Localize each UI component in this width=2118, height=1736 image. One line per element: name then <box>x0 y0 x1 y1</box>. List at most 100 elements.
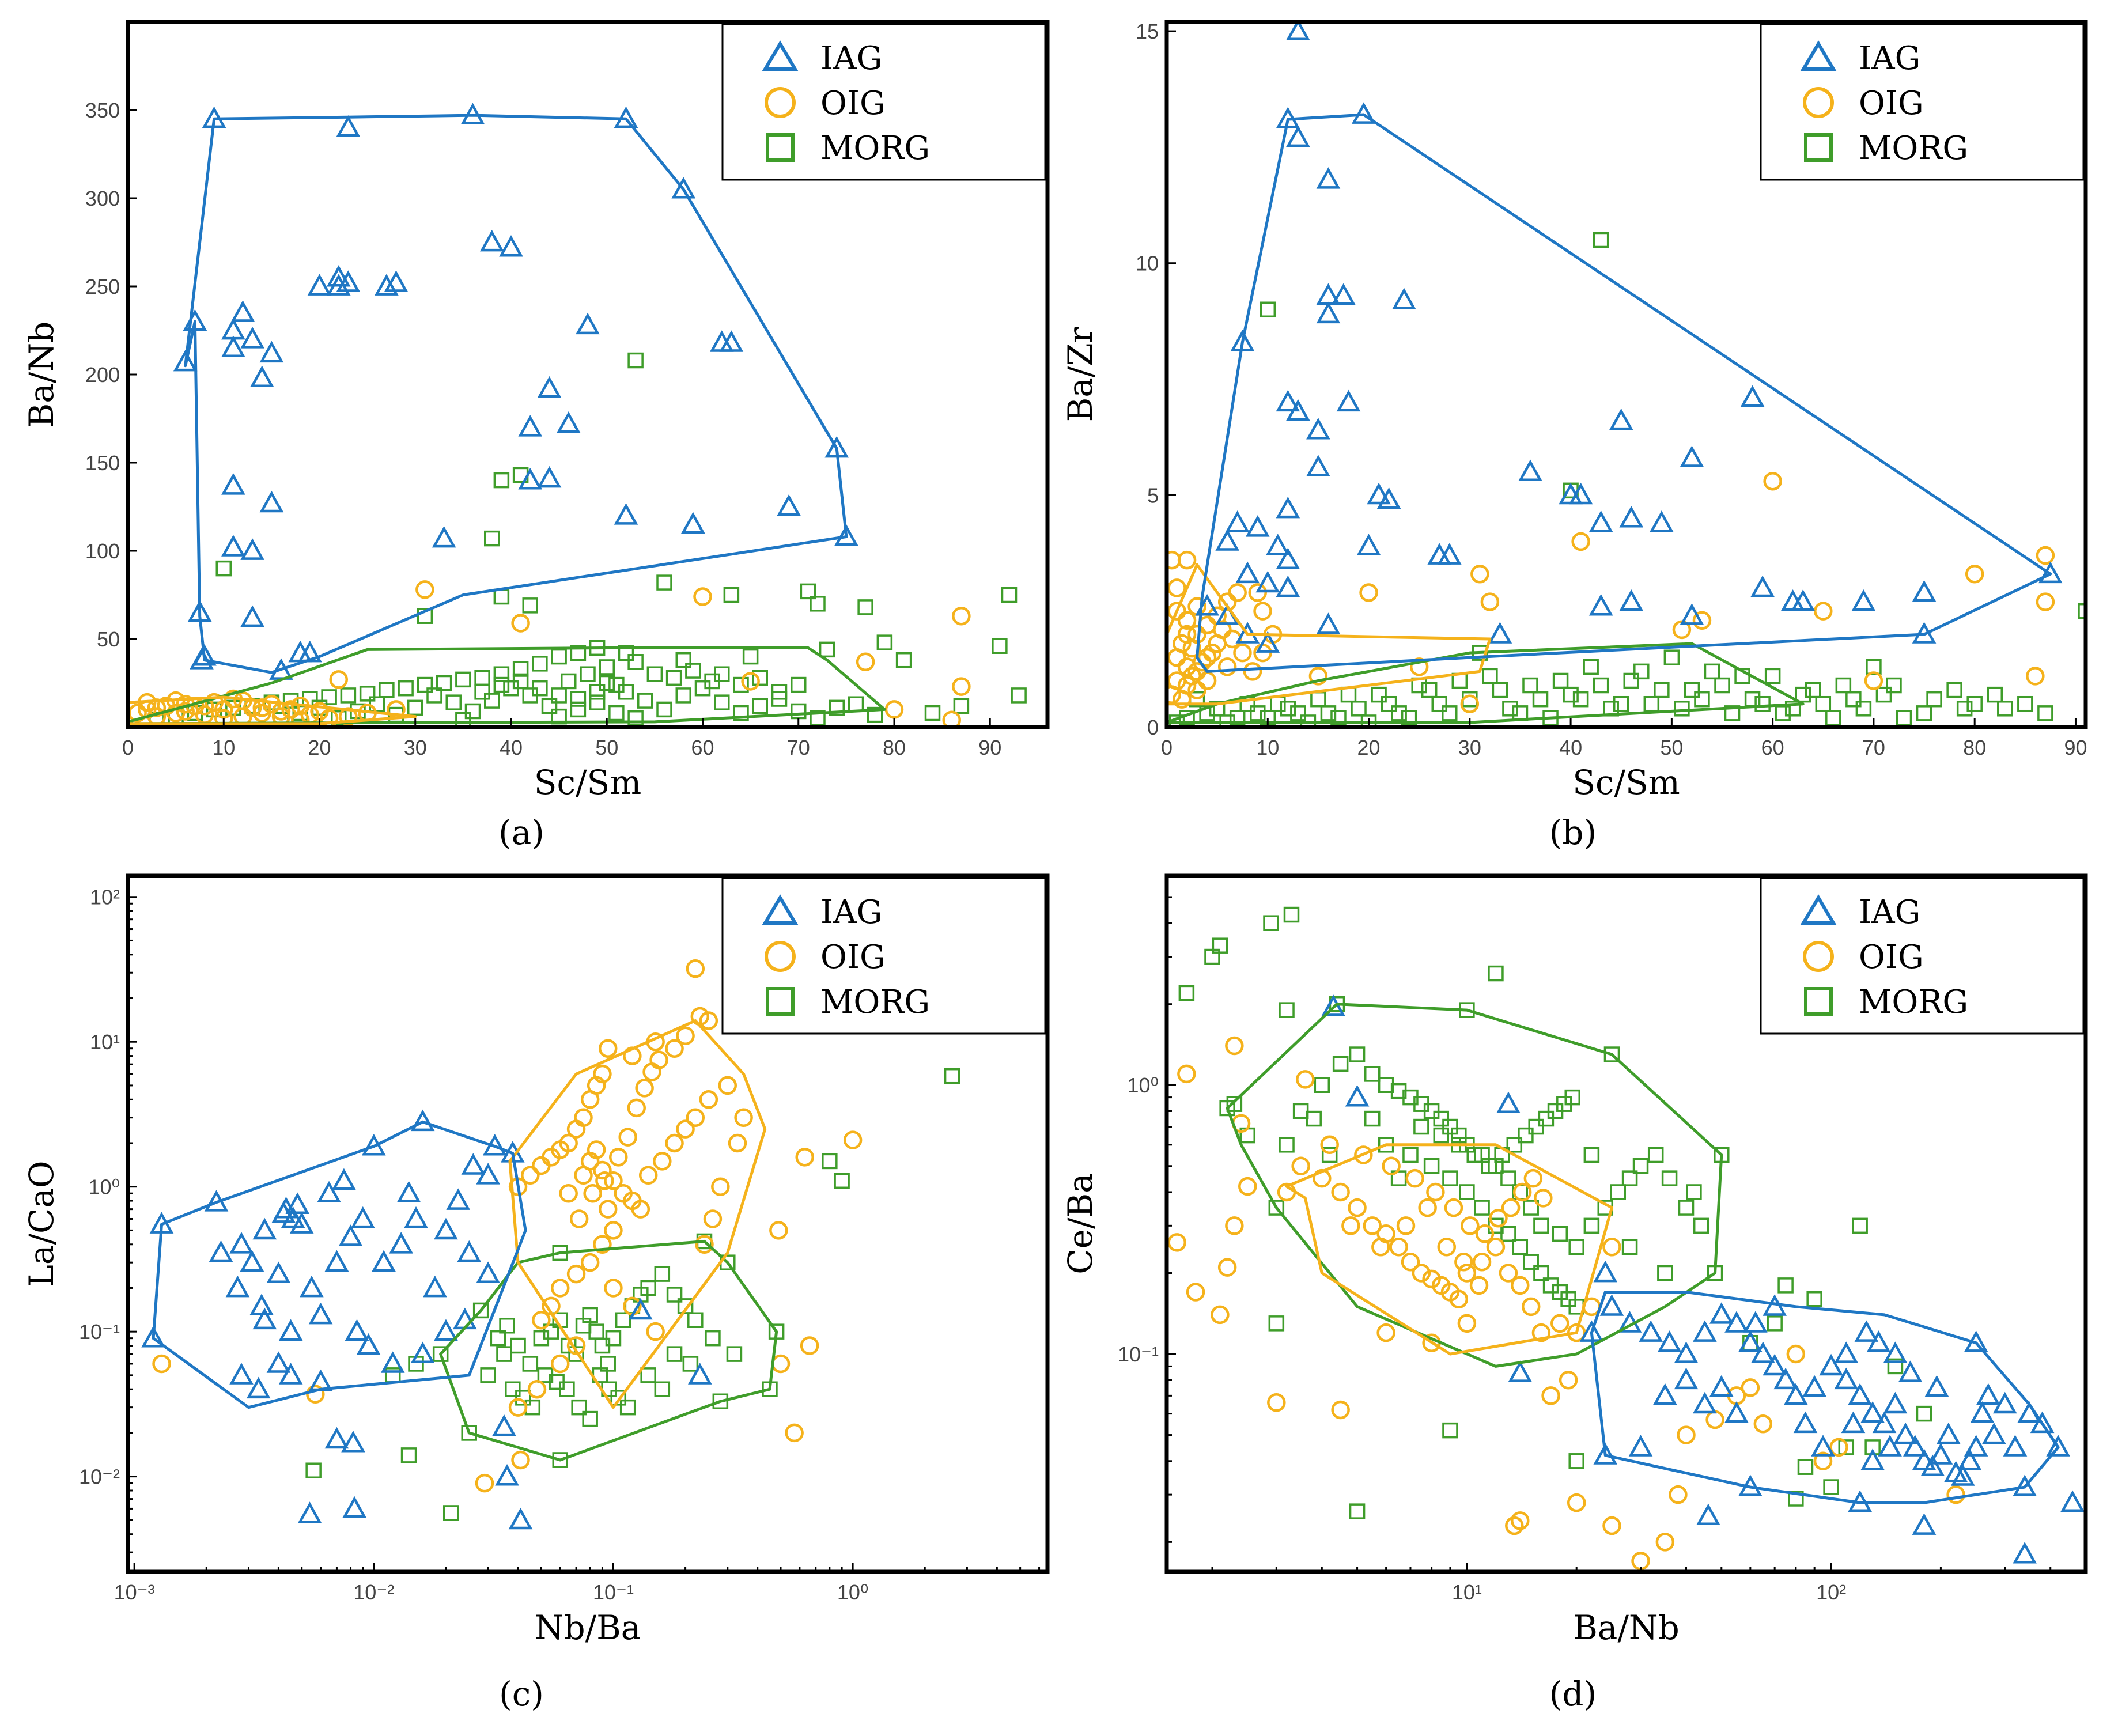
point-oig-28 <box>741 672 760 691</box>
point-morg-79 <box>1310 691 1326 708</box>
point-morg-80 <box>1290 705 1306 721</box>
point-morg-98 <box>1657 1265 1673 1281</box>
legend: IAG OIG MORG <box>721 877 1046 1035</box>
panel-d: 10¹ 10² 10⁻¹ 10⁰ Ba/Nb Ce/Ba (d) IAG OIG MORG <box>1061 873 2088 1714</box>
point-iag-36 <box>1981 1422 2006 1444</box>
point-oig-43 <box>551 1279 570 1298</box>
point-iag-18 <box>1819 1353 1843 1376</box>
point-iag-53 <box>1724 1401 1749 1423</box>
point-iag-9 <box>1693 1320 1717 1342</box>
point-oig-74 <box>1786 1344 1806 1364</box>
point-iag-15 <box>240 327 264 349</box>
point-oig-57 <box>1376 1323 1395 1342</box>
point-oig-48 <box>646 1322 665 1341</box>
x-tick-label: 10⁰ <box>837 1580 868 1604</box>
point-morg-33 <box>1421 682 1438 698</box>
point-morg-10 <box>1886 677 1902 694</box>
point-morg-18 <box>1332 1056 1349 1072</box>
point-iag-65 <box>1811 1435 1835 1457</box>
point-morg-31 <box>1462 691 1478 708</box>
point-morg-37 <box>1568 1239 1584 1255</box>
point-morg-83 <box>1229 710 1246 726</box>
point-morg-35 <box>1533 1217 1549 1234</box>
panel-a: 0 10 20 30 40 50 60 70 80 90 50 100 150 200 250 300 350 S… <box>22 20 1050 852</box>
point-oig-39 <box>604 1221 623 1240</box>
point-morg-14 <box>1268 1200 1285 1216</box>
point-iag-11 <box>1286 399 1310 421</box>
point-oig-44 <box>1814 602 1833 621</box>
point-oig-56 <box>771 1354 791 1374</box>
point-iag-59 <box>1834 1341 1859 1363</box>
point-oig-37 <box>1320 1135 1339 1155</box>
point-morg-15 <box>461 1425 477 1441</box>
point-iag-33 <box>518 415 543 437</box>
y-axis-label: Ba/Zr <box>1061 327 1100 422</box>
point-oig-72 <box>1741 1378 1760 1397</box>
point-oig-36 <box>711 1177 730 1196</box>
point-oig-0 <box>152 1354 171 1374</box>
point-morg-0 <box>944 1068 960 1084</box>
point-morg-28 <box>600 1356 616 1372</box>
point-iag-35 <box>1976 1383 2000 1405</box>
point-morg-38 <box>1320 705 1337 721</box>
point-morg-83 <box>1806 1291 1822 1307</box>
point-morg-77 <box>1351 701 1367 717</box>
point-morg-36 <box>677 1298 694 1314</box>
point-iag-25 <box>326 274 351 296</box>
point-oig-9 <box>598 1039 618 1058</box>
y-tick-label: 10⁻² <box>79 1465 120 1489</box>
hull-oig <box>128 695 417 725</box>
point-iag-10 <box>1709 1302 1734 1324</box>
point-oig-35 <box>728 1133 747 1153</box>
point-iag-39 <box>681 512 705 534</box>
point-oig-32 <box>699 1090 718 1109</box>
hull-oig <box>1167 563 1492 706</box>
point-iag-68 <box>1860 1448 1885 1470</box>
x-tick-label: 70 <box>1862 736 1885 759</box>
point-morg-53 <box>1694 691 1710 708</box>
point-morg-47 <box>1572 691 1589 708</box>
point-iag-58 <box>1696 1503 1720 1525</box>
point-oig-50 <box>1341 1216 1360 1235</box>
legend-marker-oig <box>765 941 796 972</box>
point-morg-9 <box>723 587 740 603</box>
point-morg-45 <box>559 1381 575 1397</box>
point-oig-35 <box>1248 583 1267 602</box>
point-morg-7 <box>1966 695 1983 712</box>
point-oig-52 <box>1308 667 1328 686</box>
legend-label-iag: IAG <box>1859 40 1920 77</box>
point-iag-34 <box>434 1319 458 1341</box>
point-iag-16 <box>259 341 284 363</box>
point-iag-34 <box>556 411 581 433</box>
point-morg-41 <box>515 1390 531 1406</box>
point-morg-84 <box>1852 1217 1868 1234</box>
point-oig-73 <box>1753 1414 1773 1434</box>
legend: IAG OIG MORG <box>1760 877 2085 1035</box>
legend-label-iag: IAG <box>820 894 882 931</box>
point-iag-19 <box>1265 534 1290 555</box>
point-iag-28 <box>476 1261 500 1283</box>
panel-label: (b) <box>1549 813 1597 852</box>
point-oig-10 <box>1187 662 1206 681</box>
plot-frame <box>1164 20 2088 729</box>
legend-label-oig: OIG <box>820 85 886 122</box>
point-morg-57 <box>1523 1254 1539 1270</box>
point-oig-31 <box>1521 1297 1541 1317</box>
point-morg-16 <box>1292 1103 1309 1119</box>
point-iag-45 <box>1588 593 1613 616</box>
point-iag-14 <box>209 1240 233 1262</box>
point-morg-37 <box>340 687 357 704</box>
point-iag-17 <box>1802 1375 1826 1397</box>
hull-oig <box>1285 1143 1613 1356</box>
point-oig-54 <box>1437 1238 1457 1257</box>
point-morg-41 <box>1621 1170 1638 1186</box>
point-iag-41 <box>1851 589 1876 611</box>
point-morg-47 <box>582 1410 598 1427</box>
legend-label-iag: IAG <box>820 40 882 77</box>
point-morg-50 <box>1633 663 1650 680</box>
point-oig-34 <box>1228 583 1247 602</box>
point-morg-93 <box>493 676 510 693</box>
point-iag-52 <box>1693 1391 1717 1414</box>
point-iag-13 <box>1750 1341 1775 1363</box>
point-iag-47 <box>1680 603 1704 625</box>
